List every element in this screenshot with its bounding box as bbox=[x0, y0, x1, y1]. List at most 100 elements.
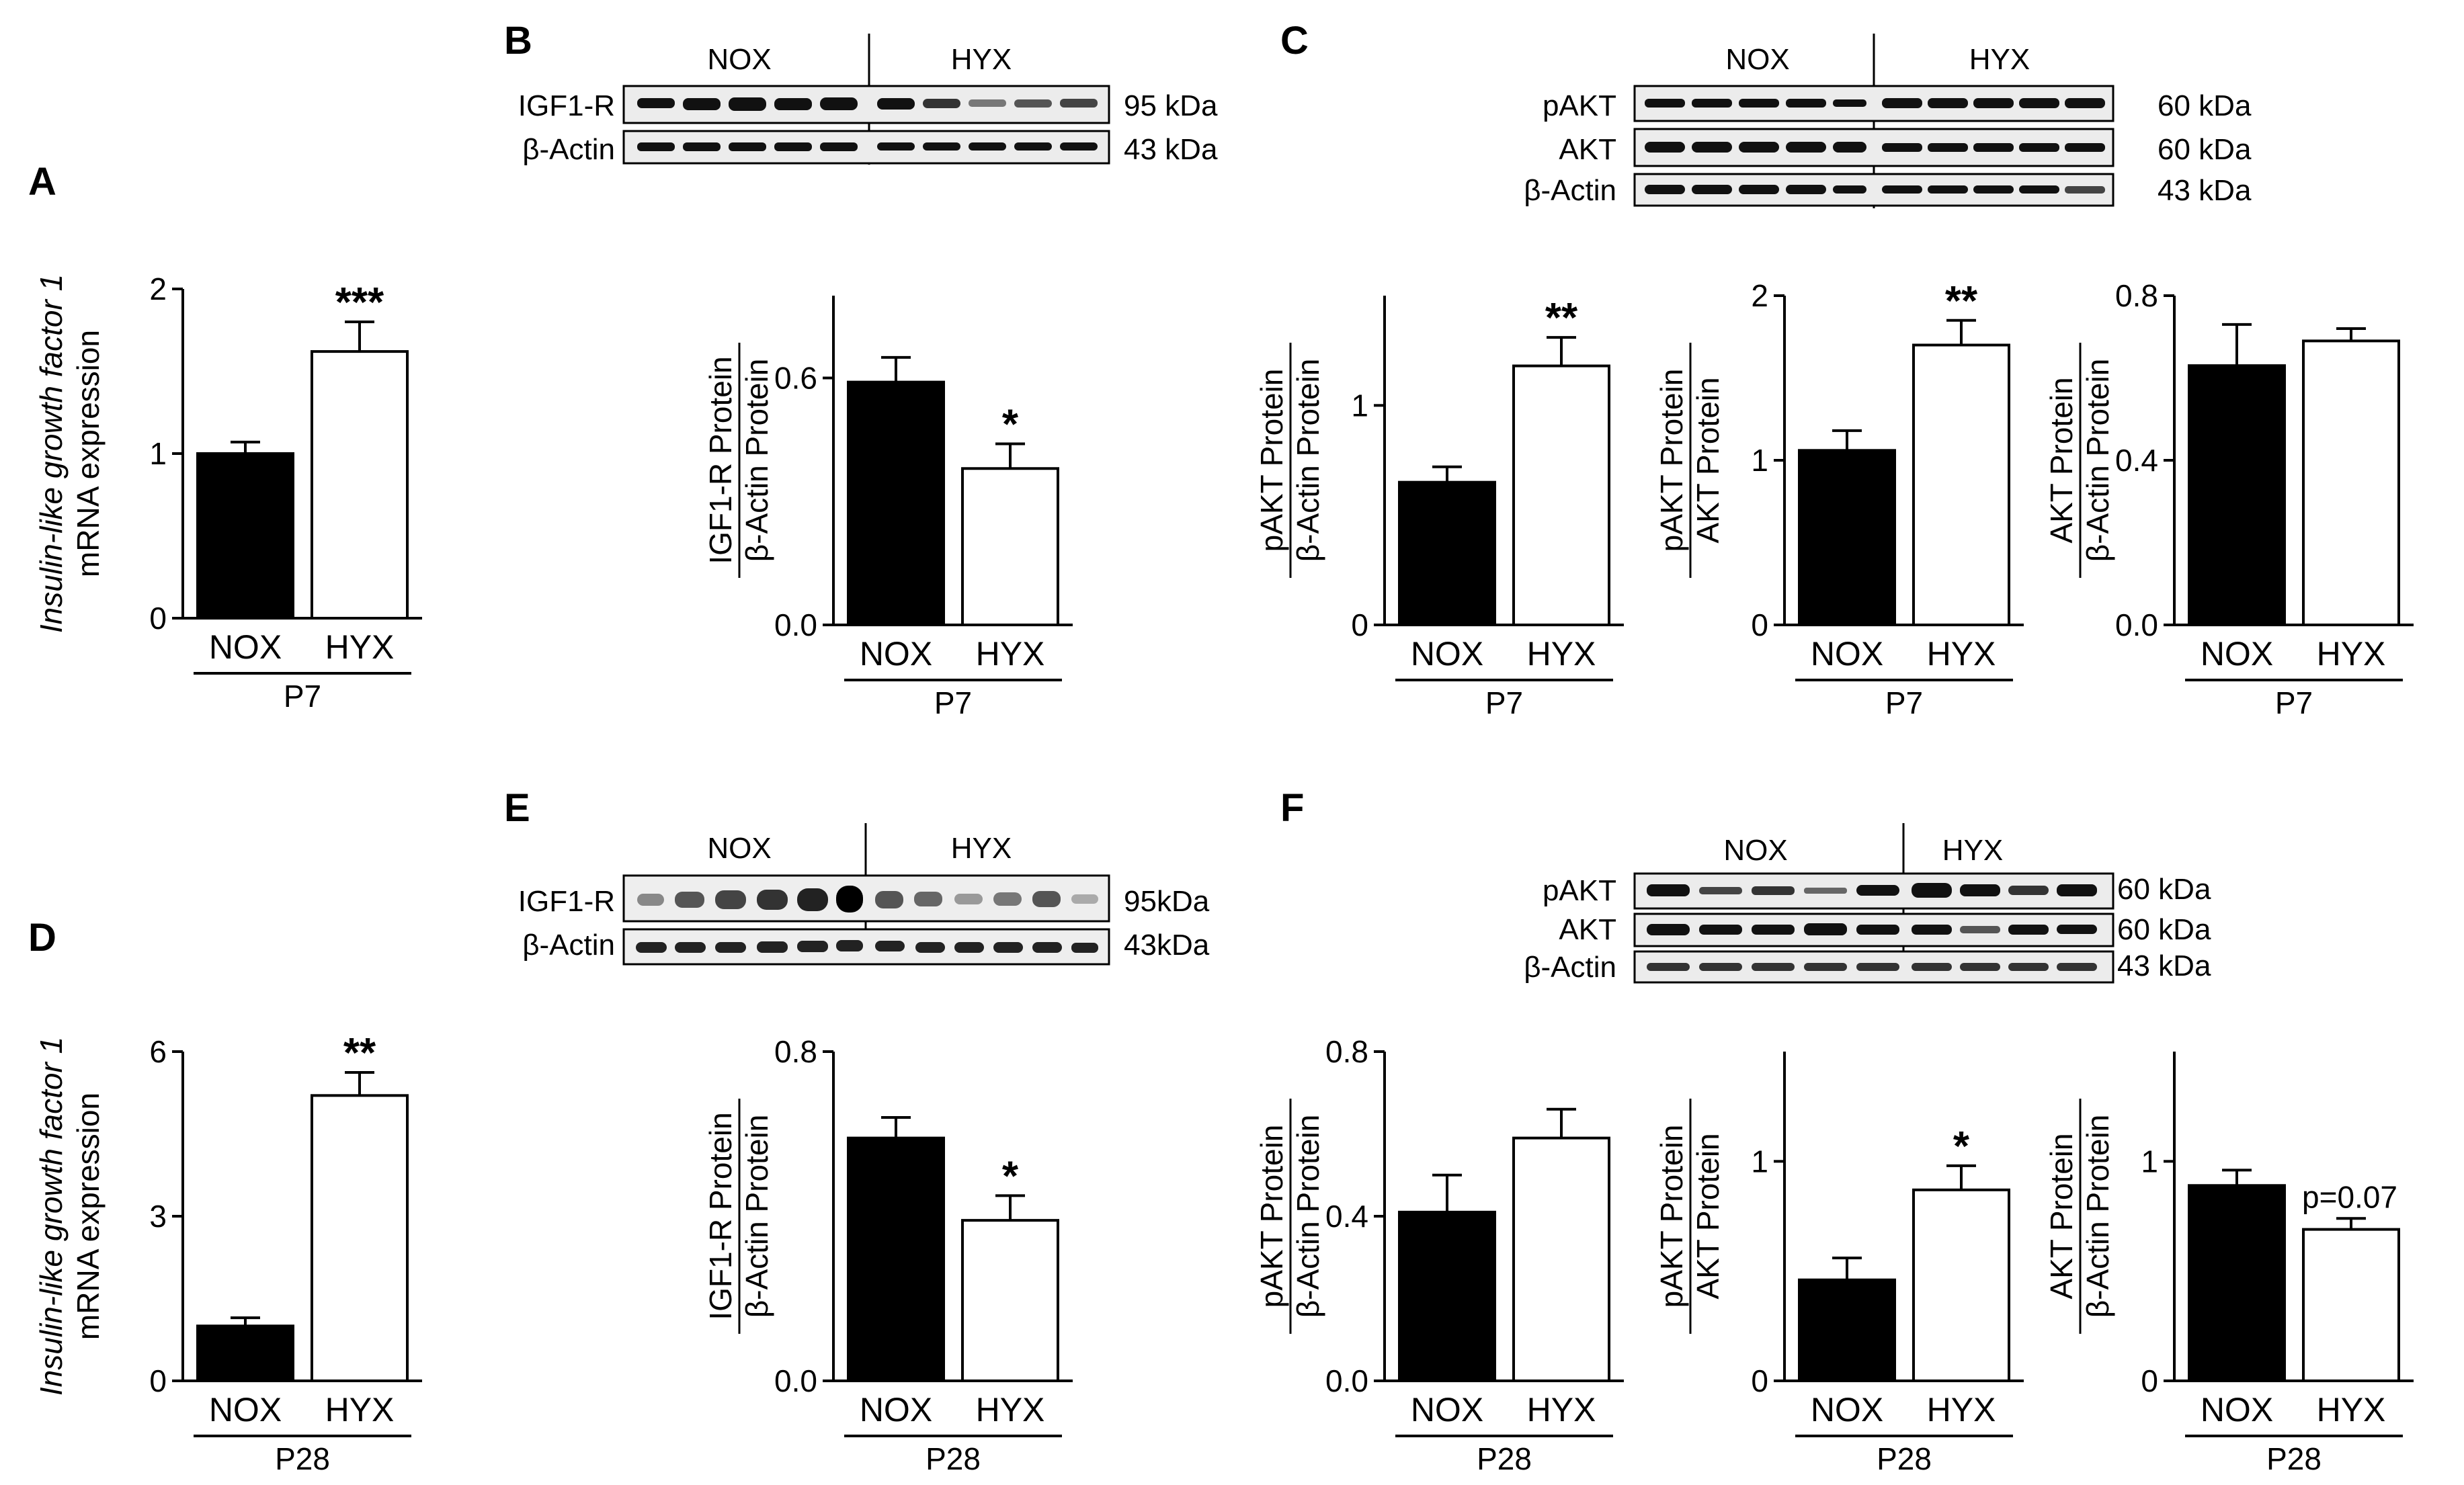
age-label: P7 bbox=[934, 685, 972, 720]
bar-nox bbox=[847, 1136, 945, 1382]
y-tick-label: 0 bbox=[149, 601, 167, 636]
blot-e-band bbox=[1071, 943, 1098, 953]
blot-f-band bbox=[2057, 925, 2097, 934]
blot-e-band bbox=[915, 942, 945, 953]
y-axis-label-numerator: pAKT Protein bbox=[1254, 1125, 1289, 1308]
blot-e-nox-label: NOX bbox=[707, 832, 771, 865]
bar-hyx bbox=[2302, 339, 2400, 626]
blot-b-band bbox=[729, 142, 766, 151]
blot-b-size-2: 43 kDa bbox=[1124, 133, 1218, 166]
y-tick-label: 1 bbox=[1751, 443, 1768, 478]
blot-f-size-3: 43 kDa bbox=[2117, 949, 2211, 982]
blot-f-band bbox=[2008, 886, 2049, 895]
significance-label: ** bbox=[1545, 295, 1578, 341]
x-tick-label: HYX bbox=[325, 628, 395, 666]
blot-f-band bbox=[1647, 963, 1690, 971]
y-axis-label: mRNA expression bbox=[71, 330, 106, 577]
y-axis-label-numerator: pAKT Protein bbox=[1254, 369, 1289, 552]
blot-c-band bbox=[2019, 143, 2059, 152]
blot-c-band bbox=[1882, 98, 1922, 108]
blot-e-band bbox=[1071, 894, 1098, 904]
blot-f-band bbox=[1647, 884, 1690, 896]
significance-label: * bbox=[1002, 1153, 1019, 1199]
blot-f-band bbox=[1912, 883, 1952, 898]
blot-e-band bbox=[993, 942, 1023, 953]
bar-nox bbox=[196, 1324, 294, 1383]
x-tick-label: HYX bbox=[1527, 635, 1596, 673]
y-axis-label-italic: Insulin-like growth factor 1 bbox=[34, 274, 69, 633]
y-tick-label: 0 bbox=[1751, 607, 1768, 642]
panel-label-b: B bbox=[504, 19, 532, 62]
blot-c-band bbox=[1692, 99, 1732, 108]
y-tick-label: 0.0 bbox=[774, 607, 817, 642]
blot-e-size-2: 43kDa bbox=[1124, 929, 1210, 962]
bar-nox bbox=[2188, 1184, 2286, 1383]
bar-hyx bbox=[1512, 364, 1610, 626]
blot-c-band bbox=[2065, 186, 2105, 194]
blot-f-band bbox=[1699, 925, 1742, 935]
blot-e-band bbox=[757, 890, 788, 910]
blot-f-band bbox=[1752, 886, 1795, 895]
bar-hyx bbox=[961, 1219, 1059, 1382]
blot-e-band bbox=[914, 892, 942, 906]
y-tick-label: 1 bbox=[1351, 388, 1368, 423]
blot-f-band bbox=[1960, 963, 2000, 971]
x-tick-label: HYX bbox=[976, 635, 1045, 673]
blot-e-band bbox=[836, 886, 863, 913]
blot-b-band bbox=[1060, 99, 1098, 108]
blot-b-band bbox=[969, 142, 1006, 151]
y-tick-label: 0.8 bbox=[2115, 278, 2158, 313]
age-label: P28 bbox=[926, 1441, 981, 1476]
y-axis-label-denominator: β-Actin Protein bbox=[1290, 359, 1325, 562]
blot-b-band bbox=[923, 142, 960, 151]
bar-nox bbox=[1798, 449, 1896, 626]
blot-e-band bbox=[757, 941, 788, 953]
blot-c-band bbox=[1739, 99, 1779, 108]
y-tick-label: 1 bbox=[2141, 1144, 2158, 1179]
blot-c-nox-label: NOX bbox=[1725, 43, 1789, 76]
blot-c-band bbox=[1973, 143, 2014, 152]
blot-f-band bbox=[1804, 888, 1847, 894]
blot-b-band bbox=[637, 98, 675, 108]
blot-b-band bbox=[637, 142, 675, 151]
blot-f-band bbox=[1752, 925, 1795, 935]
y-axis-label-denominator: β-Actin Protein bbox=[739, 1115, 774, 1318]
blot-f-band bbox=[1856, 963, 1899, 971]
blot-b-band bbox=[774, 98, 812, 110]
blot-b-band bbox=[820, 97, 858, 110]
blot-f-band bbox=[2008, 963, 2049, 971]
blot-f-band bbox=[2057, 884, 2097, 896]
blot-c-band bbox=[1645, 99, 1685, 108]
age-label: P7 bbox=[2275, 685, 2313, 720]
y-tick-label: 0.4 bbox=[2115, 443, 2158, 478]
blot-e-hyx-label: HYX bbox=[951, 832, 1012, 865]
significance-label: ** bbox=[343, 1030, 376, 1076]
bar-hyx bbox=[961, 467, 1059, 626]
blot-c-band bbox=[1833, 99, 1866, 107]
blot-f-band bbox=[1804, 923, 1847, 935]
blot-f-band bbox=[2057, 963, 2097, 971]
blot-b-band bbox=[820, 142, 858, 151]
y-axis-label-numerator: AKT Protein bbox=[2044, 377, 2079, 543]
blot-e-band bbox=[637, 894, 664, 906]
y-tick-label: 0 bbox=[1351, 607, 1368, 642]
blot-b-band bbox=[683, 142, 721, 151]
blot-b-row-1-label: IGF1-R bbox=[518, 89, 615, 122]
blot-e-band bbox=[1032, 942, 1062, 953]
age-label: P7 bbox=[284, 679, 321, 714]
x-tick-label: HYX bbox=[2317, 635, 2386, 673]
blot-c-row-3-label: β-Actin bbox=[1524, 174, 1616, 207]
y-axis-label-numerator: pAKT Protein bbox=[1654, 1125, 1689, 1308]
blot-e-row-1-membrane bbox=[622, 874, 1110, 923]
x-tick-label: NOX bbox=[1411, 1391, 1483, 1429]
blot-b-band bbox=[877, 98, 915, 110]
x-tick-label: NOX bbox=[1811, 635, 1883, 673]
y-tick-label: 0.0 bbox=[2115, 607, 2158, 642]
blot-f-row-1-label: pAKT bbox=[1543, 874, 1616, 907]
blot-f-band bbox=[1699, 963, 1742, 971]
blot-b: NOX HYX IGF1-R β-Actin bbox=[518, 34, 1218, 166]
blot-e-band bbox=[675, 892, 704, 908]
bar-hyx bbox=[2302, 1228, 2400, 1382]
